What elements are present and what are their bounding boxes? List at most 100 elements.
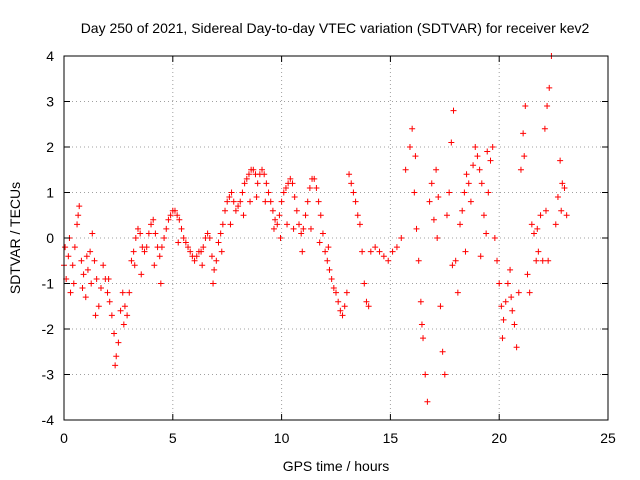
data-point xyxy=(307,225,314,232)
data-point xyxy=(339,312,346,319)
data-point xyxy=(199,262,206,269)
data-point xyxy=(291,194,298,201)
data-point xyxy=(88,280,95,287)
axis-ticks xyxy=(63,55,609,421)
data-point xyxy=(115,339,122,346)
data-point xyxy=(302,212,309,219)
data-point xyxy=(443,212,450,219)
data-point xyxy=(299,248,306,255)
data-point xyxy=(502,298,509,305)
data-point xyxy=(539,257,546,264)
data-point xyxy=(521,153,528,160)
data-point xyxy=(145,230,152,237)
data-point xyxy=(389,248,396,255)
data-point xyxy=(69,262,76,269)
y-tick-label: 2 xyxy=(46,139,54,155)
data-point xyxy=(80,271,87,278)
data-point xyxy=(563,212,570,219)
data-point xyxy=(533,257,540,264)
data-point xyxy=(143,244,150,251)
data-point xyxy=(402,166,409,173)
data-point xyxy=(206,235,213,241)
data-point xyxy=(111,330,118,337)
data-point xyxy=(218,248,225,255)
x-tick-label: 20 xyxy=(491,430,507,446)
data-point xyxy=(526,289,533,296)
data-point xyxy=(557,157,564,164)
data-point xyxy=(293,207,300,214)
data-point xyxy=(106,298,113,305)
data-point xyxy=(398,235,405,241)
data-point xyxy=(282,184,289,191)
data-point xyxy=(230,198,237,205)
data-point xyxy=(208,253,215,260)
x-tick-label: 5 xyxy=(169,430,177,446)
data-point xyxy=(237,198,244,205)
data-point xyxy=(284,221,291,228)
data-point xyxy=(325,244,332,251)
data-point xyxy=(367,248,374,255)
data-point xyxy=(470,162,477,169)
data-point xyxy=(524,271,531,278)
data-point xyxy=(191,257,198,264)
data-point xyxy=(204,230,211,237)
data-point xyxy=(131,262,138,269)
data-point xyxy=(522,103,529,110)
y-tick-label: 4 xyxy=(46,48,54,64)
data-point xyxy=(274,221,281,228)
x-tick-label: 10 xyxy=(274,430,290,446)
data-point xyxy=(97,285,104,292)
y-tick-label: 0 xyxy=(46,230,54,246)
data-point xyxy=(265,189,272,196)
data-point xyxy=(311,175,318,182)
data-point xyxy=(316,239,323,246)
data-point xyxy=(100,262,107,269)
data-point xyxy=(483,230,490,237)
data-point xyxy=(418,321,425,328)
data-point xyxy=(372,244,379,251)
data-point xyxy=(78,257,85,264)
data-point xyxy=(180,235,187,241)
data-point xyxy=(520,130,527,137)
data-point xyxy=(227,221,234,228)
data-point xyxy=(120,321,127,328)
data-point xyxy=(474,153,481,160)
data-point xyxy=(151,262,158,269)
data-point xyxy=(176,216,183,223)
data-point xyxy=(92,312,99,319)
data-point xyxy=(137,230,144,237)
data-point xyxy=(437,303,444,310)
data-point xyxy=(105,275,112,282)
data-point xyxy=(496,280,503,287)
data-point xyxy=(513,344,520,351)
data-point xyxy=(420,335,427,342)
data-point xyxy=(412,153,419,160)
data-point xyxy=(350,189,357,196)
data-point xyxy=(465,180,472,187)
data-point xyxy=(485,189,492,196)
data-point xyxy=(335,298,342,305)
data-point xyxy=(535,248,542,255)
data-point xyxy=(262,198,269,205)
data-point xyxy=(333,289,339,296)
data-point xyxy=(452,257,459,264)
data-point xyxy=(559,180,566,187)
y-tick-label: -1 xyxy=(42,276,55,292)
y-axis-label: SDTVAR / TECUs xyxy=(7,182,23,294)
data-point xyxy=(363,298,370,305)
data-point xyxy=(304,198,311,205)
data-point xyxy=(167,212,174,219)
data-point xyxy=(174,212,181,219)
data-point xyxy=(121,303,128,310)
data-point xyxy=(193,253,200,260)
data-point xyxy=(515,289,522,296)
data-point xyxy=(491,235,498,241)
data-point xyxy=(298,230,305,237)
data-point xyxy=(454,289,461,296)
data-point xyxy=(267,198,274,205)
data-point xyxy=(430,216,437,223)
y-tick-label: -4 xyxy=(42,412,55,428)
data-point xyxy=(337,307,344,314)
data-point xyxy=(213,257,220,264)
